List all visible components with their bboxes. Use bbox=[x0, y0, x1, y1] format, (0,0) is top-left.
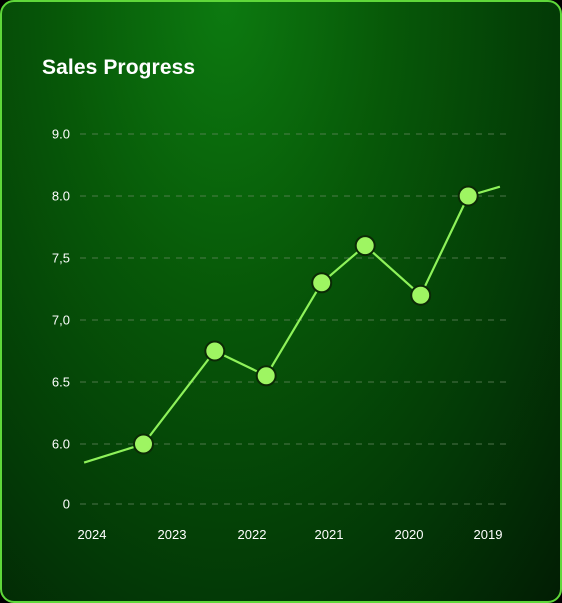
y-tick-label: 7,0 bbox=[52, 313, 70, 328]
x-tick-label: 2022 bbox=[238, 527, 267, 542]
x-tick-label: 2023 bbox=[158, 527, 187, 542]
y-tick-label: 6.5 bbox=[52, 375, 70, 390]
data-point bbox=[255, 365, 277, 387]
data-point bbox=[457, 185, 479, 207]
data-point bbox=[354, 235, 376, 257]
data-point bbox=[311, 272, 333, 294]
y-tick-label: 0 bbox=[63, 497, 70, 512]
x-tick-label: 2020 bbox=[395, 527, 424, 542]
data-point bbox=[204, 340, 226, 362]
x-tick-label: 2021 bbox=[315, 527, 344, 542]
chart-title: Sales Progress bbox=[42, 56, 196, 79]
data-point bbox=[133, 433, 154, 455]
x-tick-label: 2019 bbox=[474, 527, 503, 542]
series-line bbox=[83, 185, 501, 464]
y-tick-label: 9.0 bbox=[52, 127, 70, 142]
y-tick-label: 6.0 bbox=[52, 437, 70, 452]
y-tick-label: 7,5 bbox=[52, 251, 70, 266]
data-point bbox=[410, 284, 432, 306]
x-tick-label: 2024 bbox=[78, 527, 107, 542]
y-tick-label: 8.0 bbox=[52, 189, 70, 204]
